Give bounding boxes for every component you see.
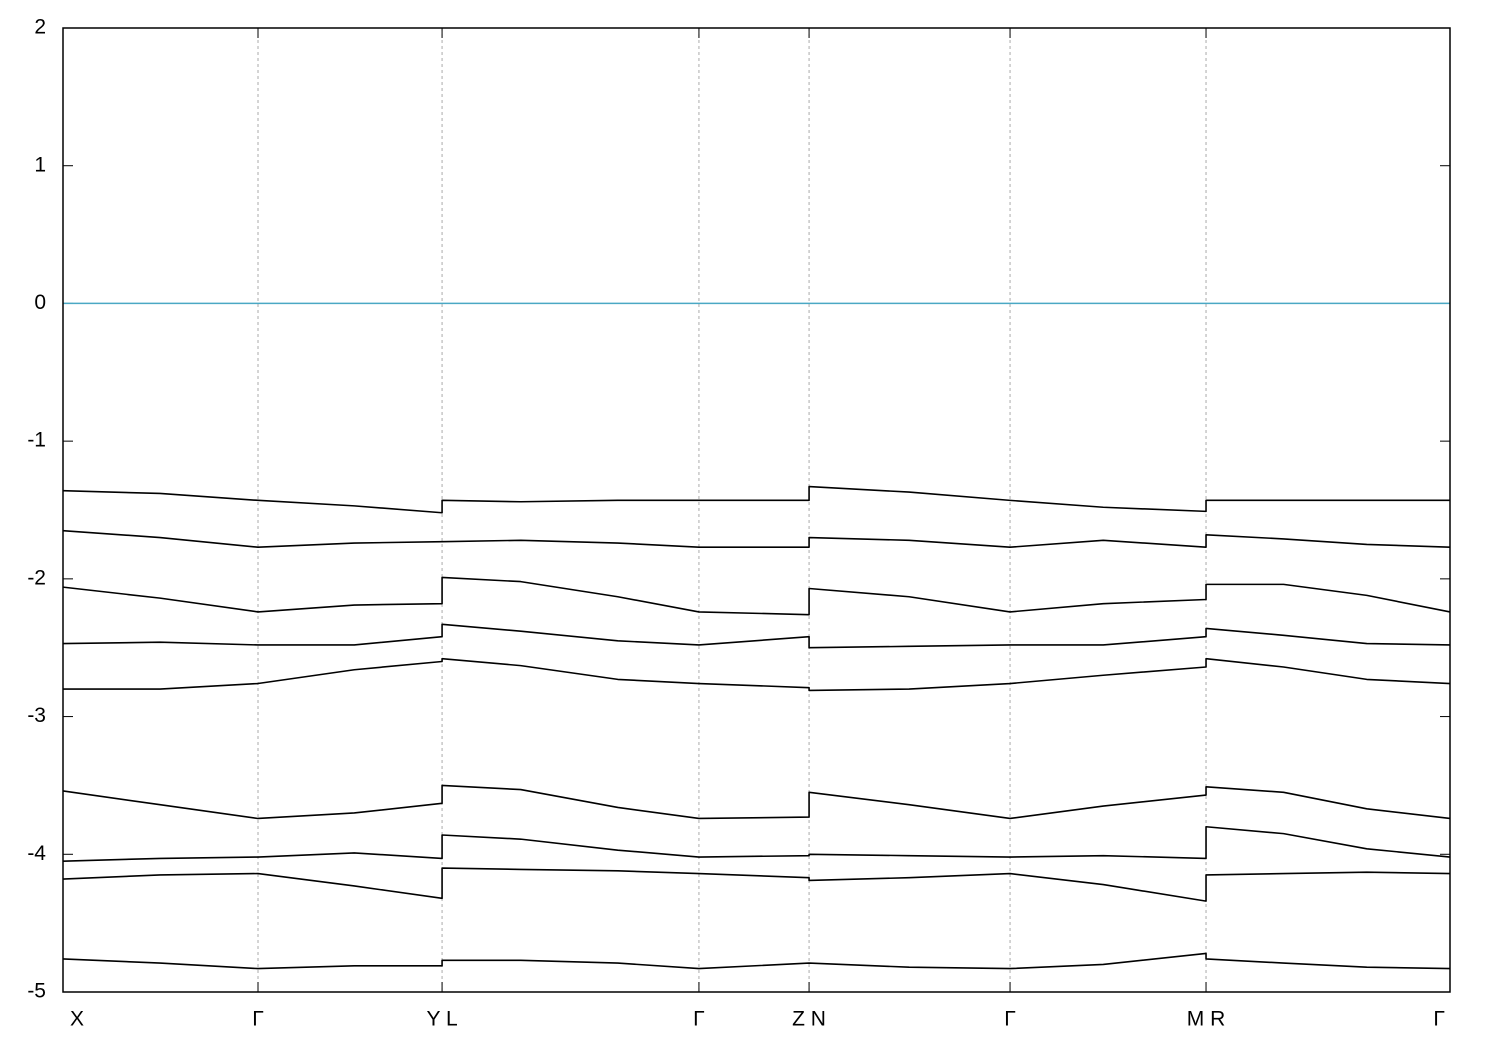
band-line: [62, 623, 1451, 649]
band-line: [62, 485, 1450, 514]
y-tick-label: 1: [34, 153, 46, 176]
y-tick-label: -4: [27, 842, 46, 865]
band-line: [62, 825, 1451, 862]
band-line: [62, 867, 1451, 902]
x-tick-label: X: [70, 1008, 84, 1031]
band-line: [62, 529, 1451, 548]
band-line: [62, 952, 1451, 970]
x-tick-label: Y L: [426, 1008, 457, 1031]
y-tick-label: 2: [34, 16, 46, 39]
x-tick-label: Γ: [1004, 1008, 1016, 1031]
y-tick-label: -2: [27, 566, 46, 589]
x-tick-label: Γ: [1433, 1008, 1445, 1031]
x-tick-label: Z N: [792, 1008, 826, 1031]
y-tick-label: -1: [27, 429, 46, 452]
plot-frame: [62, 27, 1451, 993]
band-line: [63, 657, 1451, 692]
y-tick-label: 0: [34, 291, 46, 314]
x-tick-label: Γ: [693, 1008, 705, 1031]
x-tick-label: Γ: [252, 1008, 264, 1031]
y-tick-label: -5: [27, 980, 46, 1003]
y-tick-label: -3: [27, 704, 46, 727]
band-line: [62, 784, 1451, 820]
band-line: [62, 576, 1451, 616]
x-tick-label: M R: [1187, 1008, 1226, 1031]
